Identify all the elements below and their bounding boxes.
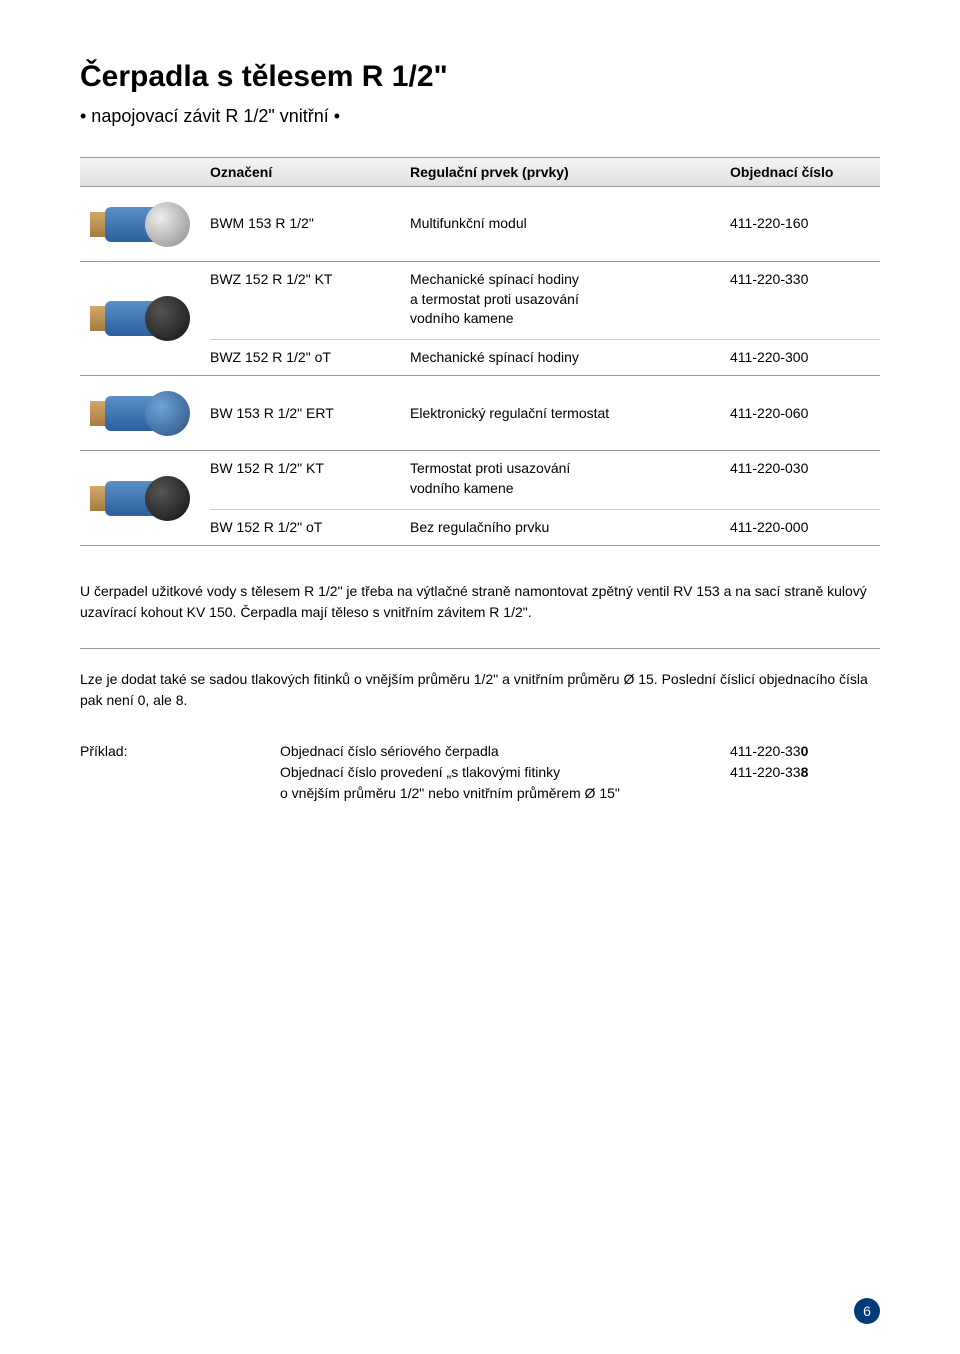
example-line: Objednací číslo provedení „s tlakovými f… — [280, 762, 880, 804]
table-row-line: BWM 153 R 1/2"Multifunkční modul411-220-… — [210, 212, 880, 236]
table-row: BWZ 152 R 1/2" KTMechanické spínací hodi… — [80, 262, 880, 376]
table-row-line: BW 152 R 1/2" oTBez regulačního prvku411… — [210, 516, 880, 540]
example-code: 411-220-330 — [730, 741, 880, 762]
product-name: BWM 153 R 1/2" — [210, 214, 410, 234]
table-row-line: BWZ 152 R 1/2" KTMechanické spínací hodi… — [210, 268, 880, 340]
header-name: Označení — [210, 164, 410, 180]
product-name: BW 152 R 1/2" oT — [210, 518, 410, 538]
product-image — [80, 471, 210, 526]
page-number: 6 — [854, 1298, 880, 1324]
product-code: 411-220-000 — [730, 518, 880, 538]
product-desc: Mechanické spínací hodiny — [410, 348, 730, 368]
table-row-line: BWZ 152 R 1/2" oTMechanické spínací hodi… — [210, 346, 880, 370]
product-name: BWZ 152 R 1/2" KT — [210, 270, 410, 290]
table-row-line: BW 153 R 1/2" ERTElektronický regulační … — [210, 402, 880, 426]
example-line: Objednací číslo sériového čerpadla411-22… — [280, 741, 880, 762]
product-desc: Mechanické spínací hodiny a termostat pr… — [410, 270, 730, 329]
header-code: Objednací číslo — [730, 164, 880, 180]
product-name: BWZ 152 R 1/2" oT — [210, 348, 410, 368]
example-block: Příklad: Objednací číslo sériového čerpa… — [80, 741, 880, 804]
product-code: 411-220-330 — [730, 270, 880, 290]
product-desc: Bez regulačního prvku — [410, 518, 730, 538]
product-image — [80, 197, 210, 252]
table-row: BW 153 R 1/2" ERTElektronický regulační … — [80, 376, 880, 451]
header-desc: Regulační prvek (prvky) — [410, 164, 730, 180]
table-row: BWM 153 R 1/2"Multifunkční modul411-220-… — [80, 187, 880, 262]
example-desc: Objednací číslo sériového čerpadla — [280, 741, 730, 762]
product-desc: Multifunkční modul — [410, 214, 730, 234]
product-code: 411-220-300 — [730, 348, 880, 368]
body-paragraph-1: U čerpadel užitkové vody s tělesem R 1/2… — [80, 581, 880, 623]
product-code: 411-220-030 — [730, 459, 880, 479]
table-row-line: BW 152 R 1/2" KTTermostat proti usazován… — [210, 457, 880, 509]
page-subtitle: • napojovací závit R 1/2" vnitřní • — [80, 106, 880, 127]
product-name: BW 152 R 1/2" KT — [210, 459, 410, 479]
product-code: 411-220-060 — [730, 404, 880, 424]
product-desc: Elektronický regulační termostat — [410, 404, 730, 424]
product-table: Označení Regulační prvek (prvky) Objedna… — [80, 157, 880, 546]
example-code: 411-220-338 — [730, 762, 880, 804]
product-image — [80, 386, 210, 441]
example-label: Příklad: — [80, 741, 280, 804]
product-image — [80, 291, 210, 346]
example-desc: Objednací číslo provedení „s tlakovými f… — [280, 762, 730, 804]
page-title: Čerpadla s tělesem R 1/2" — [80, 60, 880, 94]
product-code: 411-220-160 — [730, 214, 880, 234]
body-paragraph-2: Lze je dodat také se sadou tlakových fit… — [80, 669, 880, 711]
product-desc: Termostat proti usazování vodního kamene — [410, 459, 730, 498]
product-name: BW 153 R 1/2" ERT — [210, 404, 410, 424]
table-header: Označení Regulační prvek (prvky) Objedna… — [80, 157, 880, 187]
table-row: BW 152 R 1/2" KTTermostat proti usazován… — [80, 451, 880, 546]
